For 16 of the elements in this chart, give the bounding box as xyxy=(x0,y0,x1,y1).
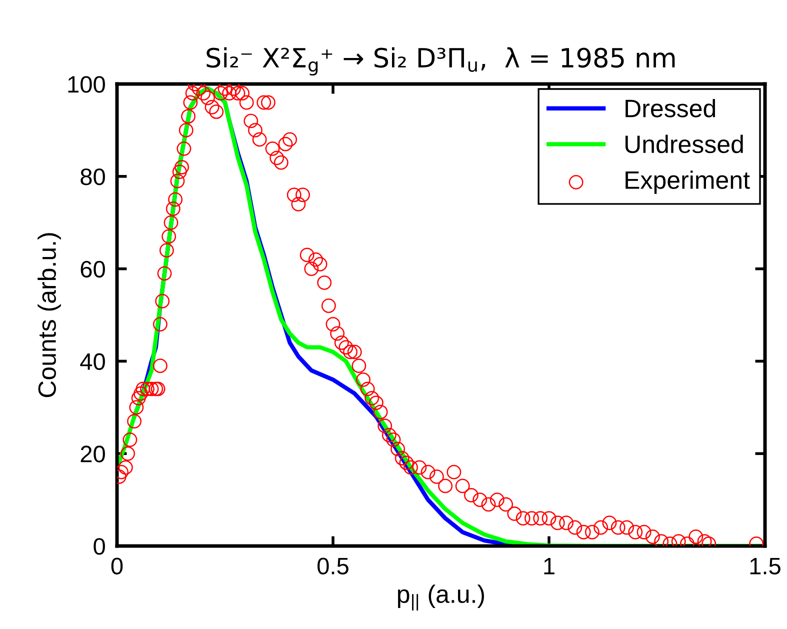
legend-label: Dressed xyxy=(626,99,716,118)
y-tick-label: 80 xyxy=(80,168,105,186)
x-tick-label: 1.5 xyxy=(750,558,780,574)
y-tick-label: 60 xyxy=(80,260,105,278)
y-axis-title: Counts (arb.u.) xyxy=(38,233,61,398)
x-axis-title: p$_{||}$ (a.u.) xyxy=(398,584,484,610)
x-tick-label: 0.5 xyxy=(318,558,348,574)
y-tick-label: 20 xyxy=(80,446,105,462)
y-tick-label: 40 xyxy=(80,353,105,370)
y-tick-label: 100 xyxy=(68,76,105,93)
legend-label: Undressed xyxy=(625,134,743,154)
x-tick-label: 0 xyxy=(111,558,123,574)
legend-label: Experiment xyxy=(626,170,750,194)
chart-title: Si₂⁻ X²Σ$_{g}$⁺ → Si₂ D³Π$_{u}$, λ = 1985 nm xyxy=(206,47,675,76)
x-tick-label: 1 xyxy=(544,558,554,574)
y-tick-label: 0 xyxy=(94,538,105,555)
